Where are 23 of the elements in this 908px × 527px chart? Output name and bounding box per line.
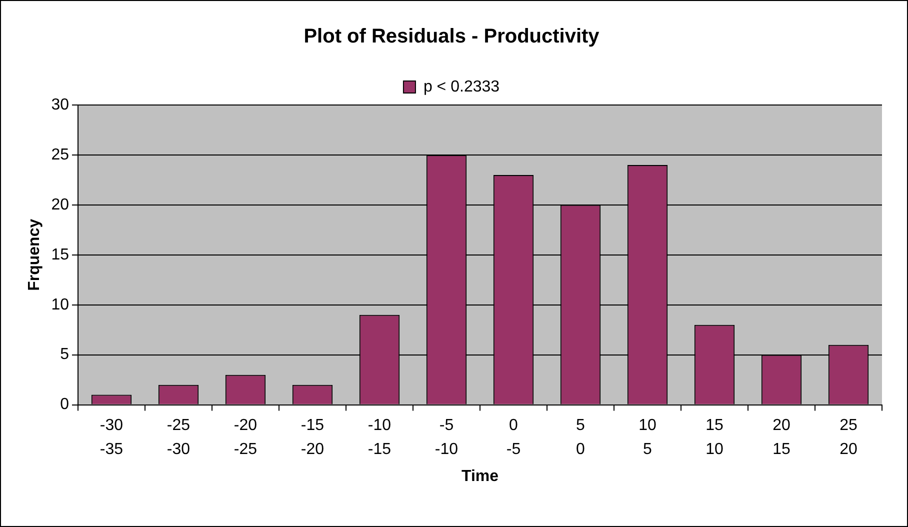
chart-title: Plot of Residuals - Productivity bbox=[304, 26, 600, 48]
x-tick-label: 25 20 bbox=[840, 417, 858, 458]
x-tick-label: 20 15 bbox=[772, 417, 790, 458]
x-tick-label: -25 -30 bbox=[166, 417, 190, 458]
y-tick-label: 10 bbox=[51, 296, 70, 314]
y-tick-label: 5 bbox=[60, 346, 70, 364]
legend-label: p < 0.2333 bbox=[423, 78, 500, 96]
x-tick-label: 0 -5 bbox=[506, 417, 521, 458]
x-tick-label: -10 -15 bbox=[368, 417, 392, 458]
y-axis-title: Frquency bbox=[26, 218, 44, 291]
y-tick-label: 0 bbox=[60, 396, 70, 414]
x-tick-label: -30 -35 bbox=[100, 417, 124, 458]
x-axis-title: Time bbox=[461, 468, 499, 485]
x-tick-label: -20 -25 bbox=[234, 417, 258, 458]
x-tick-label: 15 10 bbox=[706, 417, 724, 458]
x-tick-label: 5 0 bbox=[576, 417, 586, 458]
y-tick-label: 20 bbox=[51, 196, 70, 214]
y-tick-label: 30 bbox=[51, 96, 70, 114]
y-tick-label: 25 bbox=[51, 146, 70, 164]
x-tick-label: -15 -20 bbox=[300, 417, 324, 458]
x-tick-label: -5 -10 bbox=[434, 417, 458, 458]
y-tick-label: 15 bbox=[51, 246, 70, 264]
x-tick-label: 10 5 bbox=[638, 417, 656, 458]
